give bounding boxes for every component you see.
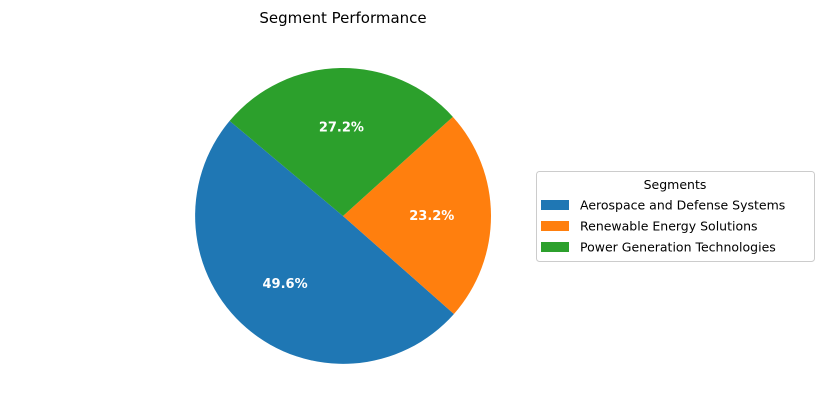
- legend-frame: [536, 171, 815, 262]
- pie-slice-power-generation-technologies: [229, 68, 453, 216]
- legend-swatch: [541, 242, 569, 252]
- legend-label: Power Generation Technologies: [580, 240, 776, 255]
- pie-slice-renewable-energy-solutions: [343, 116, 491, 314]
- pie-slices: [195, 68, 491, 364]
- slice-percent-label: 23.2%: [409, 209, 454, 224]
- legend-item: Power Generation Technologies: [541, 240, 776, 255]
- legend-item: Aerospace and Defense Systems: [541, 198, 785, 213]
- chart-title: Segment Performance: [259, 9, 426, 27]
- slice-percent-label: 27.2%: [319, 121, 364, 136]
- legend-title: Segments: [644, 177, 707, 192]
- legend-label: Renewable Energy Solutions: [580, 219, 758, 234]
- legend-swatch: [541, 200, 569, 210]
- slice-percent-label: 49.6%: [263, 277, 308, 292]
- legend-item: Renewable Energy Solutions: [541, 219, 758, 234]
- pie-slice-labels: 49.6% 23.2% 27.2%: [263, 121, 455, 292]
- pie-slice-aerospace-and-defense-systems: [195, 120, 454, 364]
- legend: Segments Aerospace and Defense Systems Re…: [536, 171, 815, 262]
- legend-label: Aerospace and Defense Systems: [580, 198, 785, 213]
- legend-swatch: [541, 221, 569, 231]
